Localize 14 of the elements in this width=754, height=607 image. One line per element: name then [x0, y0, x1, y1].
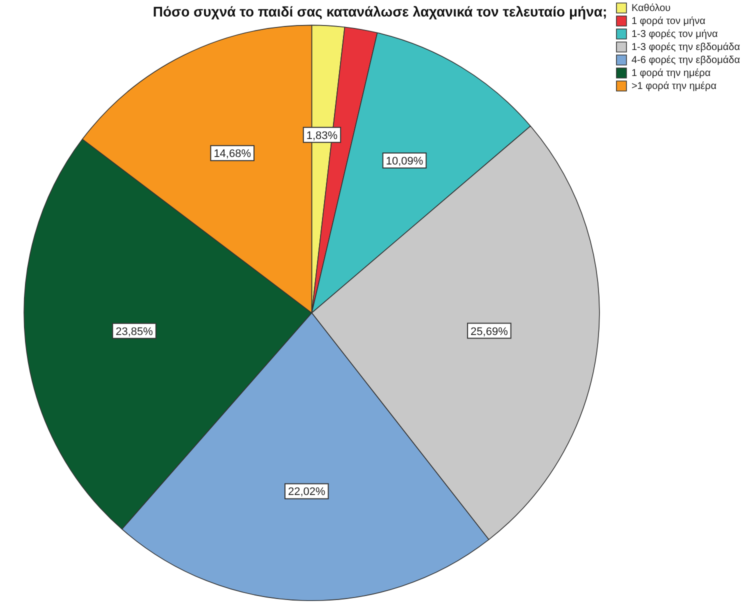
data-label: 1,83%	[306, 130, 338, 142]
legend-label: 4-6 φορές την εβδομάδα	[631, 54, 740, 66]
data-label: 10,09%	[386, 156, 424, 168]
legend-label: 1 φορά τον μήνα	[631, 16, 706, 27]
chart-title: Πόσο συχνά το παιδί σας κατανάλωσε λαχανικά τον τελευταίο μήνα;	[152, 3, 608, 20]
legend-label: 1-3 φορές την εβδομάδα	[631, 42, 740, 53]
data-label: 25,69%	[470, 326, 508, 338]
data-label: 14,68%	[214, 148, 252, 160]
legend-label: 1-3 φορές τον μήνα	[631, 28, 718, 40]
legend-label: >1 φορά την ημέρα	[631, 80, 717, 92]
legend-label: 1 φορά την ημέρα	[631, 68, 711, 79]
data-label: 23,85%	[116, 326, 154, 338]
data-label: 22,02%	[288, 486, 326, 498]
legend-label: Καθόλου	[631, 2, 671, 14]
